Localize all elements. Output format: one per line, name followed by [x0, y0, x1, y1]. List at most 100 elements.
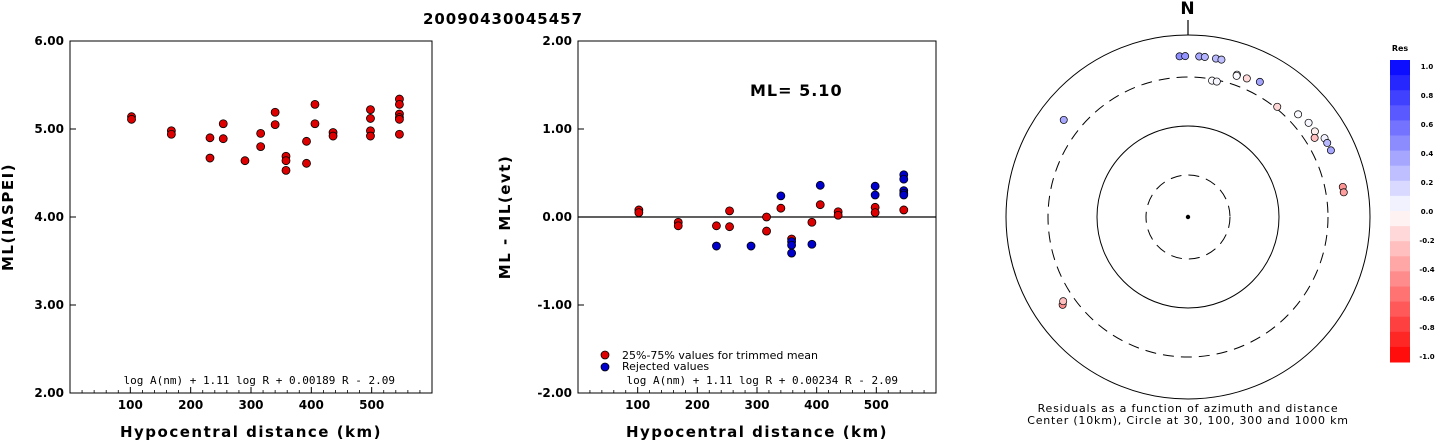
data-point [807, 239, 817, 249]
residual-point [1326, 146, 1335, 155]
x-tick-label: 300 [744, 398, 769, 412]
data-point [634, 208, 644, 218]
x-tick-label: 100 [118, 398, 143, 412]
colorbar: Res 1.0 0.8 0.6 0.4 0.2 0.0 -0.2 -0.4 -0.6 -0.8 -1… [1390, 44, 1435, 363]
colorbar-cell [1390, 135, 1410, 152]
colorbar-ticks: 1.0 0.8 0.6 0.4 0.2 0.0 -0.2 -0.4 -0.6 -0.8 -1.0 [1419, 63, 1434, 361]
colorbar-cell [1390, 316, 1410, 333]
data-point [815, 200, 825, 210]
residual-point [1232, 71, 1241, 80]
ring-300km [1047, 76, 1329, 358]
y-axis-label: ML - ML(evt) [496, 155, 514, 279]
data-point [328, 131, 338, 141]
data-point [712, 241, 721, 251]
colorbar-tick-label: -0.4 [1419, 266, 1434, 274]
ring-100km [1096, 125, 1280, 309]
data-point [725, 222, 734, 232]
data-points [634, 170, 909, 258]
x-tick-label: 500 [359, 398, 384, 412]
data-point [205, 133, 215, 143]
legend-marker-trimmed [600, 350, 610, 360]
colorbar-title: Res [1392, 44, 1409, 53]
colorbar-cell [1390, 165, 1410, 182]
data-point [712, 221, 721, 231]
data-point [870, 190, 880, 200]
residual-point [1059, 297, 1068, 306]
colorbar-cell [1390, 241, 1410, 257]
colorbar-cell [1390, 226, 1410, 242]
residual-point [1212, 77, 1221, 86]
data-point [166, 129, 176, 139]
figure-title: 20090430045457 [423, 10, 583, 28]
residual-point [1059, 115, 1068, 124]
data-point [673, 221, 683, 231]
data-point [256, 142, 266, 152]
data-point [205, 153, 215, 163]
colorbar-cell [1390, 256, 1410, 272]
polar-points [1058, 52, 1348, 309]
x-tick-label: 300 [238, 398, 263, 412]
colorbar-cell [1390, 271, 1410, 287]
colorbar-cell [1390, 195, 1410, 212]
residual-point [1339, 188, 1348, 197]
data-point [310, 119, 320, 129]
y-tick-label: 2.00 [34, 386, 64, 400]
data-point [833, 210, 843, 220]
y-tick-label: 5.00 [34, 122, 64, 136]
x-tick-label: 400 [299, 398, 324, 412]
residual-point [1255, 77, 1264, 86]
panel-polar-residuals: N Residuals as a function of azimuth and… [1005, 0, 1371, 427]
data-point [762, 226, 771, 236]
legend-label-trimmed: 25%-75% values for trimmed mean [622, 349, 818, 362]
legend-label-rejected: Rejected values [622, 360, 709, 373]
data-points [127, 94, 404, 175]
x-tick-label: 500 [864, 398, 889, 412]
data-point [218, 134, 228, 144]
colorbar-tick-label: 1.0 [1421, 63, 1434, 71]
ring-1000km [1005, 34, 1371, 400]
residual-point [1323, 139, 1332, 147]
data-point [815, 180, 825, 190]
data-point [281, 156, 291, 166]
data-point [240, 156, 250, 166]
data-point [366, 105, 375, 115]
colorbar-tick-label: 0.8 [1421, 92, 1434, 100]
data-point [366, 114, 375, 123]
colorbar-tick-label: -1.0 [1419, 353, 1434, 361]
data-point [270, 120, 280, 129]
data-point [776, 191, 786, 201]
y-tick-label: -1.00 [537, 298, 572, 312]
panel-ml-iaspei: 100 200 300 400 500 2.00 3.00 4.00 5.00 6.00 log … [0, 34, 433, 441]
x-axis-label: Hypocentral distance (km) [626, 423, 888, 441]
data-point [725, 206, 734, 216]
colorbar-tick-label: -0.2 [1419, 237, 1434, 245]
data-point [899, 205, 909, 215]
residual-point [1217, 55, 1226, 64]
x-tick-label: 100 [625, 398, 650, 412]
data-point [787, 248, 797, 258]
data-point [302, 158, 311, 168]
colorbar-cell [1390, 90, 1410, 106]
data-point [870, 208, 880, 218]
colorbar-cell [1390, 180, 1410, 197]
x-tick-label: 400 [804, 398, 829, 412]
colorbar-cell [1390, 105, 1410, 121]
north-label: N [1180, 0, 1195, 19]
colorbar-tick-label: -0.8 [1419, 324, 1434, 332]
y-tick-label: 0.00 [542, 210, 572, 224]
residual-point [1200, 53, 1209, 61]
data-point [870, 181, 880, 191]
colorbar-tick-label: 0.6 [1421, 121, 1434, 129]
ring-30km [1145, 174, 1231, 260]
axis-ticks: 100 200 300 400 500 2.00 3.00 4.00 5.00 6.00 [34, 34, 421, 412]
x-tick-label: 200 [178, 398, 203, 412]
polar-caption-1: Residuals as a function of azimuth and d… [1038, 402, 1339, 415]
residual-point [1242, 74, 1251, 83]
colorbar-cell [1390, 286, 1410, 303]
residual-point [1304, 118, 1313, 127]
data-point [899, 174, 909, 184]
center-point [1185, 214, 1191, 220]
x-tick-label: 200 [685, 398, 710, 412]
data-point [395, 129, 404, 139]
